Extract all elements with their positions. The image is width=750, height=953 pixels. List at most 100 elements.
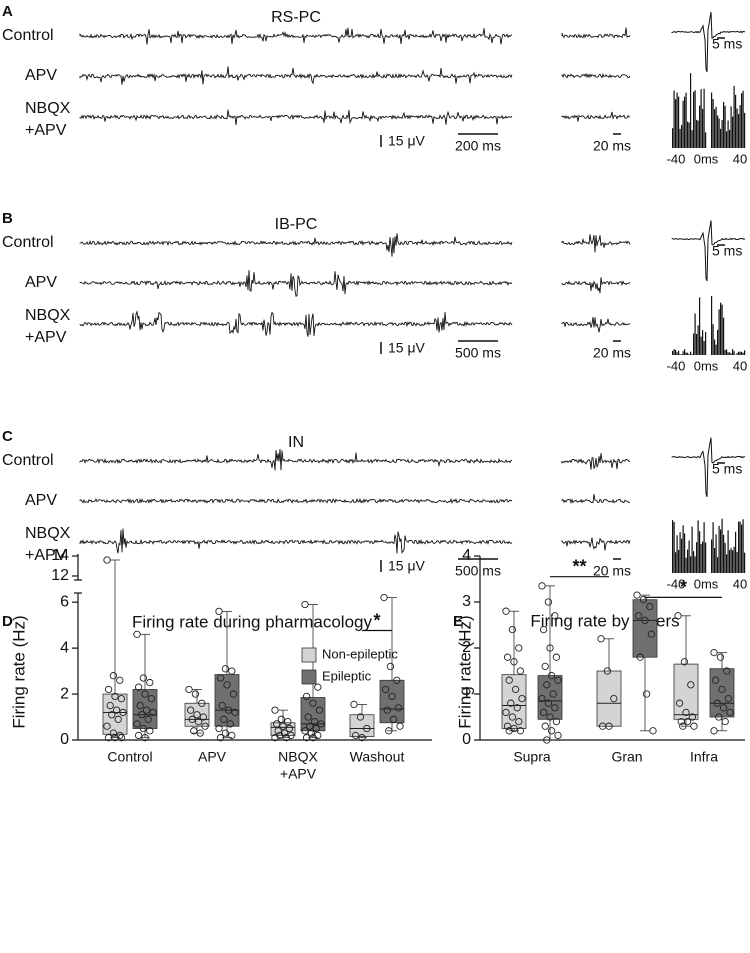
data-point — [147, 695, 156, 703]
data-point — [551, 612, 559, 620]
acg-bar — [684, 349, 686, 355]
acg-bar — [744, 350, 746, 355]
data-point — [141, 734, 149, 742]
acg-bar — [744, 112, 746, 148]
data-point — [136, 701, 144, 710]
data-point — [309, 699, 317, 707]
data-point — [389, 715, 398, 723]
data-point — [139, 724, 148, 733]
scale-label: 20 ms — [593, 345, 631, 361]
data-point — [216, 734, 225, 742]
data-point — [549, 690, 557, 698]
data-point — [513, 704, 521, 712]
data-point — [547, 727, 556, 735]
acg-bar — [718, 118, 720, 148]
data-point — [146, 678, 154, 687]
acg-bar — [699, 297, 701, 355]
panel-letter: C — [2, 428, 13, 445]
data-point — [543, 681, 551, 689]
acg-bar — [678, 350, 680, 355]
acg-bar — [717, 557, 719, 573]
acg-bar — [673, 521, 675, 573]
data-point — [552, 717, 561, 726]
y-tick-label: 0 — [60, 731, 69, 748]
trace — [79, 310, 513, 337]
panel-title: RS-PC — [271, 9, 321, 26]
acg-bar — [673, 349, 675, 355]
acg-bar — [687, 352, 689, 355]
data-point — [117, 695, 126, 703]
data-point — [133, 630, 141, 638]
snippet — [561, 494, 631, 505]
significance-label: * — [373, 610, 380, 630]
acg-bar — [688, 122, 690, 148]
row-label: APV — [25, 274, 57, 291]
acg-bar — [742, 519, 744, 573]
trace — [79, 270, 513, 297]
scale-label: 5 ms — [712, 461, 742, 477]
data-point — [503, 653, 512, 661]
data-point — [546, 644, 554, 652]
data-point — [228, 731, 236, 740]
acg-bar — [691, 354, 693, 355]
acg-bar — [694, 313, 696, 355]
acg-bar — [678, 549, 680, 573]
acg-tick-label: -40 — [667, 576, 686, 591]
acg-bar — [711, 92, 713, 148]
data-point — [287, 731, 295, 740]
legend-swatch — [301, 669, 317, 685]
data-point — [133, 720, 141, 728]
data-point — [511, 685, 520, 694]
data-point — [502, 708, 510, 717]
data-point — [363, 724, 371, 733]
data-point — [642, 690, 651, 698]
acg-bar — [726, 349, 728, 355]
data-point — [715, 713, 723, 721]
data-point — [394, 704, 403, 712]
data-point — [226, 720, 234, 728]
acg-bar — [729, 352, 731, 355]
data-point — [554, 731, 562, 740]
scale-label: 500 ms — [455, 345, 501, 361]
x-tick-label: Supra — [513, 749, 551, 765]
row-label: Control — [2, 27, 54, 44]
data-point — [302, 692, 311, 701]
data-point — [381, 685, 390, 694]
acg-bar — [703, 341, 705, 355]
acg-bar — [682, 525, 684, 573]
acg-bar — [717, 115, 719, 148]
data-point — [554, 676, 562, 684]
data-point — [276, 731, 284, 740]
data-point — [193, 711, 201, 719]
scale-label: 20 ms — [593, 563, 631, 579]
acg-bar — [712, 99, 714, 148]
snippet — [561, 317, 631, 333]
data-point — [646, 602, 654, 611]
acg-bar — [736, 353, 738, 355]
acg-bar — [720, 529, 722, 573]
data-point — [149, 708, 157, 717]
acg-bar — [675, 99, 677, 148]
data-point — [185, 685, 193, 694]
data-point — [710, 727, 718, 735]
snippet — [561, 537, 631, 551]
acg-bar — [705, 332, 707, 355]
acg-bar — [714, 547, 716, 573]
acg-bar — [700, 336, 702, 355]
y-tick-label: 12 — [51, 567, 69, 584]
waveform — [671, 437, 745, 498]
snippet — [561, 27, 631, 39]
data-point — [396, 722, 404, 730]
acg-bar — [688, 540, 690, 573]
acg-bar — [679, 128, 681, 148]
legend-label: Non-epileptic — [322, 646, 398, 661]
acg-bar — [703, 522, 705, 573]
acg-bar — [682, 351, 684, 355]
panel-title: IB-PC — [275, 216, 318, 233]
data-point — [312, 724, 320, 733]
legend-swatch — [301, 647, 317, 663]
trace — [79, 233, 513, 257]
data-point — [358, 734, 366, 742]
acg-bar — [730, 353, 732, 355]
